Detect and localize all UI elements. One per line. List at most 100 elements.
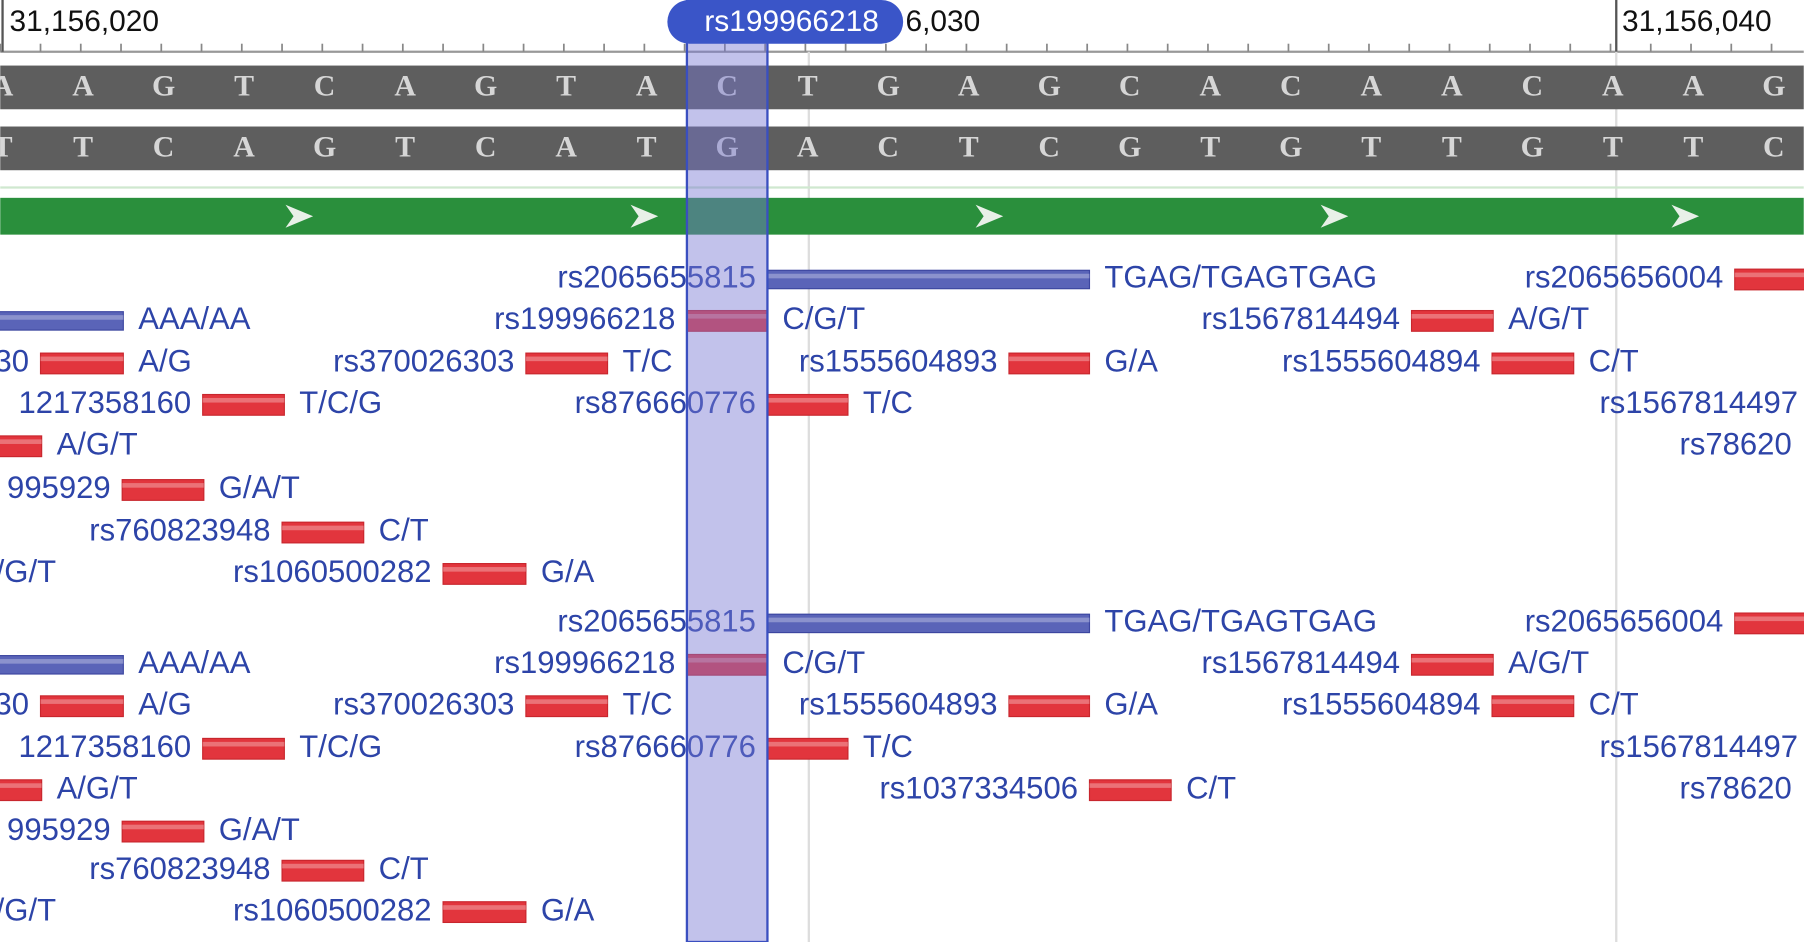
variant-bar: [39, 695, 124, 718]
base: C: [475, 130, 497, 163]
variant-id: rs1555604893: [799, 344, 998, 379]
variant-bar: [1410, 309, 1494, 332]
base: T: [1603, 130, 1623, 163]
variant-bar-shine: [0, 783, 42, 788]
variant-alleles: G/A: [1104, 344, 1158, 379]
variant-bar: [39, 352, 124, 375]
base: G: [313, 130, 336, 163]
variant-alleles: T/C/G: [299, 385, 382, 420]
variant-bar-shine: [525, 699, 608, 704]
variant-alleles: T/C: [863, 385, 913, 420]
variant-id: rs1060500282: [233, 554, 432, 589]
sequence-band: [0, 65, 1804, 110]
variant-id: rs2065656004: [1525, 260, 1724, 295]
variant-alleles: /G/T: [0, 892, 56, 927]
base: A: [233, 130, 255, 163]
variant-id: rs199966218: [494, 645, 675, 680]
variant-bar-shine: [686, 314, 768, 319]
variant-id: 1217358160: [19, 729, 192, 764]
variant-alleles: TGAG/TGAGTGAG: [1104, 604, 1377, 639]
variant-bar-shine: [0, 315, 124, 320]
variant-id: rs1567814494: [1201, 645, 1400, 680]
variant-bar: [766, 613, 1091, 634]
base: A: [1602, 69, 1624, 102]
variant-bar-shine: [202, 397, 285, 403]
variant-bar: [202, 737, 285, 760]
highlight-pill: [667, 0, 904, 44]
variant-id: rs1037334506: [879, 770, 1078, 805]
variant-bar: [1008, 352, 1091, 375]
ruler-label: 31,156,040: [1622, 5, 1772, 38]
variant-bar: [0, 655, 124, 675]
variant-alleles: C/T: [1589, 686, 1639, 721]
base: T: [1683, 130, 1703, 163]
variant-bar-shine: [1008, 699, 1090, 704]
variant-bar: [525, 352, 609, 375]
variant-bar-shine: [767, 617, 1090, 623]
gene-bar: [0, 197, 1804, 235]
variant-id: 30: [0, 344, 29, 379]
base: C: [877, 130, 899, 163]
variant-bar-shine: [1734, 616, 1804, 622]
strand-arrow: [630, 204, 659, 228]
variant-alleles: /G/T: [0, 554, 56, 589]
variant-bar: [1491, 352, 1575, 375]
variant-bar: [121, 820, 205, 843]
base: C: [153, 130, 175, 163]
variant-bar: [281, 859, 365, 882]
variant-bar-shine: [282, 525, 364, 531]
variant-bar: [281, 521, 365, 544]
base: A: [1683, 69, 1705, 102]
variant-bar-shine: [282, 863, 364, 869]
variant-alleles: G/A: [541, 892, 595, 927]
variant-bar: [1008, 695, 1091, 718]
variant-bar-shine: [40, 356, 124, 362]
variant-bar-shine: [1411, 314, 1494, 319]
variant-alleles: AAA/AA: [138, 301, 250, 336]
variant-id: 30: [0, 686, 29, 721]
strand-arrow: [975, 204, 1004, 228]
variant-bar: [1410, 653, 1494, 676]
variant-alleles: G/A: [1104, 686, 1158, 721]
variant-id: rs1567814494: [1201, 301, 1400, 336]
variant-id: rs876660776: [575, 729, 756, 764]
variant-alleles: G/A/T: [219, 812, 300, 847]
variant-alleles: C/T: [1186, 770, 1236, 805]
variant-id: rs78620: [1680, 770, 1792, 805]
variant-alleles: T/C: [623, 686, 673, 721]
variant-id: rs2065655815: [557, 604, 756, 639]
base: G: [1038, 69, 1061, 102]
base: T: [798, 69, 818, 102]
variant-bar: [442, 563, 527, 585]
variant-bar-shine: [686, 657, 768, 663]
variant-id: 995929: [7, 470, 111, 505]
ruler-label: 6,030: [905, 5, 980, 38]
variant-alleles: C/T: [379, 513, 429, 548]
variant-id: 995929: [7, 812, 111, 847]
variant-bar: [0, 311, 124, 331]
variant-bar: [766, 269, 1091, 290]
variant-bar-shine: [767, 741, 848, 747]
base: G: [1521, 130, 1544, 163]
base: T: [73, 130, 93, 163]
variant-bar-shine: [122, 483, 204, 488]
strand-arrow: [1320, 204, 1349, 228]
variant-bar-shine: [1411, 657, 1494, 663]
base: A: [958, 69, 980, 102]
variant-bar-shine: [1734, 272, 1804, 278]
variant-bar: [121, 479, 205, 501]
variant-alleles: A/G/T: [1508, 645, 1589, 680]
variant-bar-shine: [0, 659, 124, 664]
variant-id: rs370026303: [333, 344, 514, 379]
variant-id: rs760823948: [89, 513, 270, 548]
base: C: [1280, 69, 1302, 102]
variant-alleles: A/G: [138, 344, 191, 379]
strand-arrow: [1671, 204, 1700, 228]
variant-bar: [766, 737, 849, 760]
base: A: [797, 130, 819, 163]
variant-alleles: A/G/T: [57, 426, 138, 461]
base: T: [395, 130, 415, 163]
variant-alleles: A/G: [138, 686, 191, 721]
variant-alleles: G/A: [541, 554, 595, 589]
base: G: [1118, 130, 1141, 163]
